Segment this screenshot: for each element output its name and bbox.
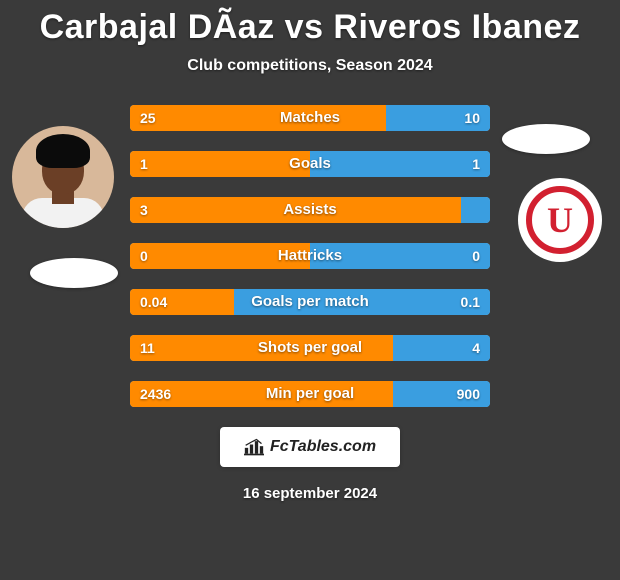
- stat-value-left: 25: [130, 105, 166, 131]
- stat-label: Hattricks: [130, 243, 490, 269]
- stat-label: Matches: [130, 105, 490, 131]
- stat-value-right: 0.1: [451, 289, 490, 315]
- club-logo-letter: U: [547, 202, 573, 238]
- stat-value-left: 0.04: [130, 289, 177, 315]
- stat-label: Shots per goal: [130, 335, 490, 361]
- stat-value-right: 900: [447, 381, 490, 407]
- stat-row: Min per goal2436 900: [130, 381, 490, 407]
- stat-row: Goals per match0.04 0.1: [130, 289, 490, 315]
- brand-text: FcTables.com: [270, 438, 376, 456]
- stat-row: Goals1 1: [130, 151, 490, 177]
- stat-value-right: 10: [454, 105, 490, 131]
- date-text: 16 september 2024: [0, 485, 620, 502]
- player-left-avatar: [12, 126, 114, 228]
- stat-value-left: 1: [130, 151, 158, 177]
- brand-badge: FcTables.com: [220, 427, 400, 467]
- stat-label: Goals per match: [130, 289, 490, 315]
- page-title: Carbajal DÃ­az vs Riveros Ibanez: [0, 0, 620, 47]
- page-subtitle: Club competitions, Season 2024: [0, 57, 620, 75]
- stat-row: Shots per goal11 4: [130, 335, 490, 361]
- player-left-club-placeholder: [30, 258, 118, 288]
- stat-value-right: 0: [462, 243, 490, 269]
- stat-value-left: 11: [130, 335, 165, 361]
- stat-label: Goals: [130, 151, 490, 177]
- club-logo-ring: U: [526, 186, 594, 254]
- chart-icon: [244, 438, 264, 456]
- stat-row: Assists3: [130, 197, 490, 223]
- stat-value-left: 2436: [130, 381, 181, 407]
- player-right-avatar-placeholder: [502, 124, 590, 154]
- stat-label: Min per goal: [130, 381, 490, 407]
- stat-value-left: 3: [130, 197, 158, 223]
- stat-value-left: 0: [130, 243, 158, 269]
- stat-label: Assists: [130, 197, 490, 223]
- stat-value-right: 1: [462, 151, 490, 177]
- stat-row: Matches25 10: [130, 105, 490, 131]
- stat-row: Hattricks0 0: [130, 243, 490, 269]
- comparison-card: Carbajal DÃ­az vs Riveros Ibanez Club co…: [0, 0, 620, 580]
- stat-value-right: 4: [462, 335, 490, 361]
- avatar-hair: [36, 134, 90, 168]
- stat-value-right: [470, 197, 490, 223]
- player-right-club-logo: U: [518, 178, 602, 262]
